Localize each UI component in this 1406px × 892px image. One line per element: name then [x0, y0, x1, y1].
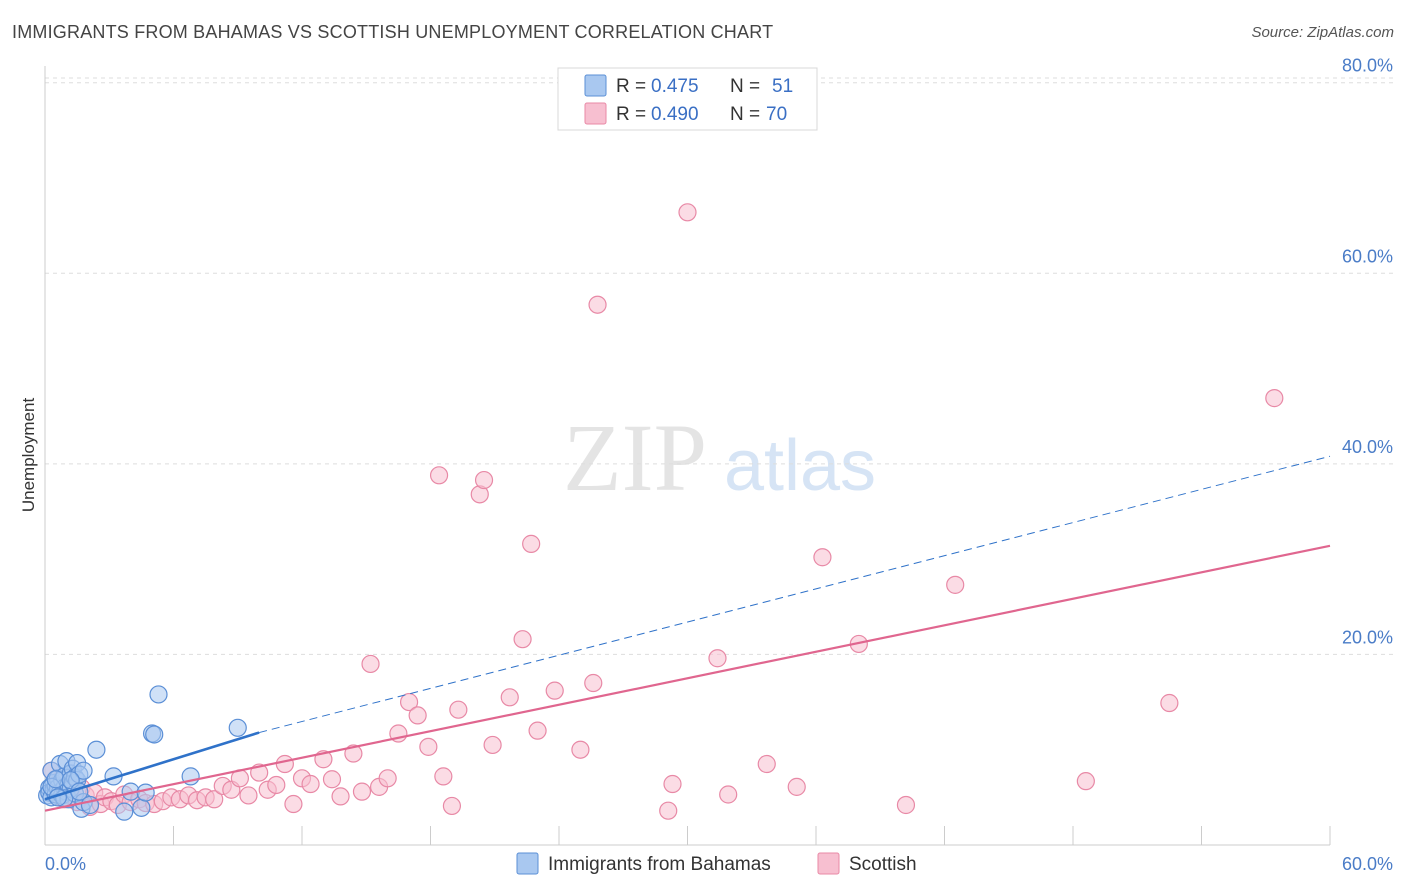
scottish-point [284, 794, 303, 814]
scottish-point [449, 700, 468, 719]
legend-n-label-1: N = [730, 76, 760, 97]
scottish-point [267, 775, 286, 795]
scottish-point [1076, 772, 1095, 791]
scottish-point [659, 801, 678, 820]
scottish-point [528, 721, 547, 740]
scottish-point [787, 777, 806, 796]
bottom-legend-swatch-blue [516, 852, 539, 875]
scottish-point [1160, 693, 1179, 713]
bahamas-point [145, 725, 164, 744]
scottish-trend-line [44, 544, 1331, 812]
y-tick-label: 80.0% [1342, 56, 1393, 76]
chart-title: IMMIGRANTS FROM BAHAMAS VS SCOTTISH UNEM… [12, 22, 774, 42]
scottish-point [408, 706, 427, 725]
y-tick-label: 60.0% [1342, 246, 1393, 266]
scottish-point [719, 785, 738, 804]
scottish-point [663, 774, 682, 794]
bahamas-trend-line [44, 731, 260, 801]
series-legend: Immigrants from Bahamas Scottish [516, 852, 917, 875]
legend-n-value-1: 51 [772, 76, 793, 97]
legend-n-value-2: 70 [766, 104, 787, 125]
correlation-legend: R = 0.475 N = 51 R = 0.490 N = 70 [557, 67, 818, 131]
scottish-point [571, 740, 590, 759]
scottish-point [322, 770, 342, 789]
scottish-point [239, 786, 258, 805]
scottish-point [513, 630, 532, 649]
y-tick-label: 20.0% [1342, 627, 1393, 647]
scottish-point [331, 787, 350, 806]
legend-r-label-2: R = [616, 104, 646, 125]
bottom-legend-label-blue: Immigrants from Bahamas [548, 854, 771, 875]
trend-layer [44, 455, 1331, 812]
legend-swatch-pink [584, 102, 607, 125]
bahamas-point [149, 685, 168, 704]
legend-r-value-2: 0.490 [651, 104, 699, 125]
bahamas-point [132, 798, 151, 817]
x-tick-label-max: 60.0% [1342, 854, 1393, 874]
scottish-point [584, 673, 603, 693]
scottish-point [946, 575, 965, 594]
bahamas-point [115, 802, 134, 821]
scottish-point [500, 688, 519, 707]
scottish-point [429, 466, 449, 485]
scottish-point [361, 654, 380, 674]
y-axis-label: Unemployment [19, 398, 38, 513]
scottish-point [483, 735, 502, 755]
scottish-point [708, 649, 727, 668]
scottish-point [896, 795, 916, 815]
bahamas-point [87, 740, 106, 759]
scottish-point [442, 796, 462, 816]
watermark-atlas: atlas [724, 426, 876, 506]
legend-swatch-blue [584, 74, 607, 97]
chart-source: Source: ZipAtlas.com [1251, 24, 1394, 41]
scottish-point [205, 790, 224, 809]
bottom-legend-label-pink: Scottish [849, 854, 917, 875]
scottish-point [352, 782, 372, 801]
scottish-point [399, 692, 419, 712]
legend-r-value-1: 0.475 [651, 76, 699, 97]
scottish-point [344, 744, 363, 763]
scottish-point [434, 767, 453, 786]
scottish-point [545, 681, 564, 700]
x-tick-label-min: 0.0% [45, 854, 86, 874]
scottish-point [474, 470, 494, 490]
legend-n-label-2: N = [730, 104, 760, 125]
scottish-point [275, 754, 294, 774]
scottish-point [678, 203, 697, 222]
y-tick-label: 40.0% [1342, 437, 1393, 457]
scottish-point [813, 548, 832, 567]
scottish-point [378, 769, 397, 788]
scottish-point [757, 754, 776, 774]
bahamas-point [74, 761, 93, 780]
scottish-point [1265, 389, 1284, 408]
bahamas-trend-extension [259, 455, 1331, 734]
bottom-legend-swatch-pink [817, 852, 840, 875]
scottish-point [588, 295, 607, 314]
scottish-point [419, 737, 438, 756]
scottish-point [301, 774, 320, 794]
scottish-point [522, 534, 541, 553]
legend-r-label-1: R = [616, 76, 646, 97]
axis-layer: 20.0% 40.0% 60.0% 80.0% 0.0% 60.0% [44, 56, 1393, 874]
watermark-zip: ZIP [563, 404, 707, 511]
bahamas-point [228, 718, 247, 737]
bahamas-point [136, 783, 155, 802]
grid-layer [45, 77, 1395, 655]
